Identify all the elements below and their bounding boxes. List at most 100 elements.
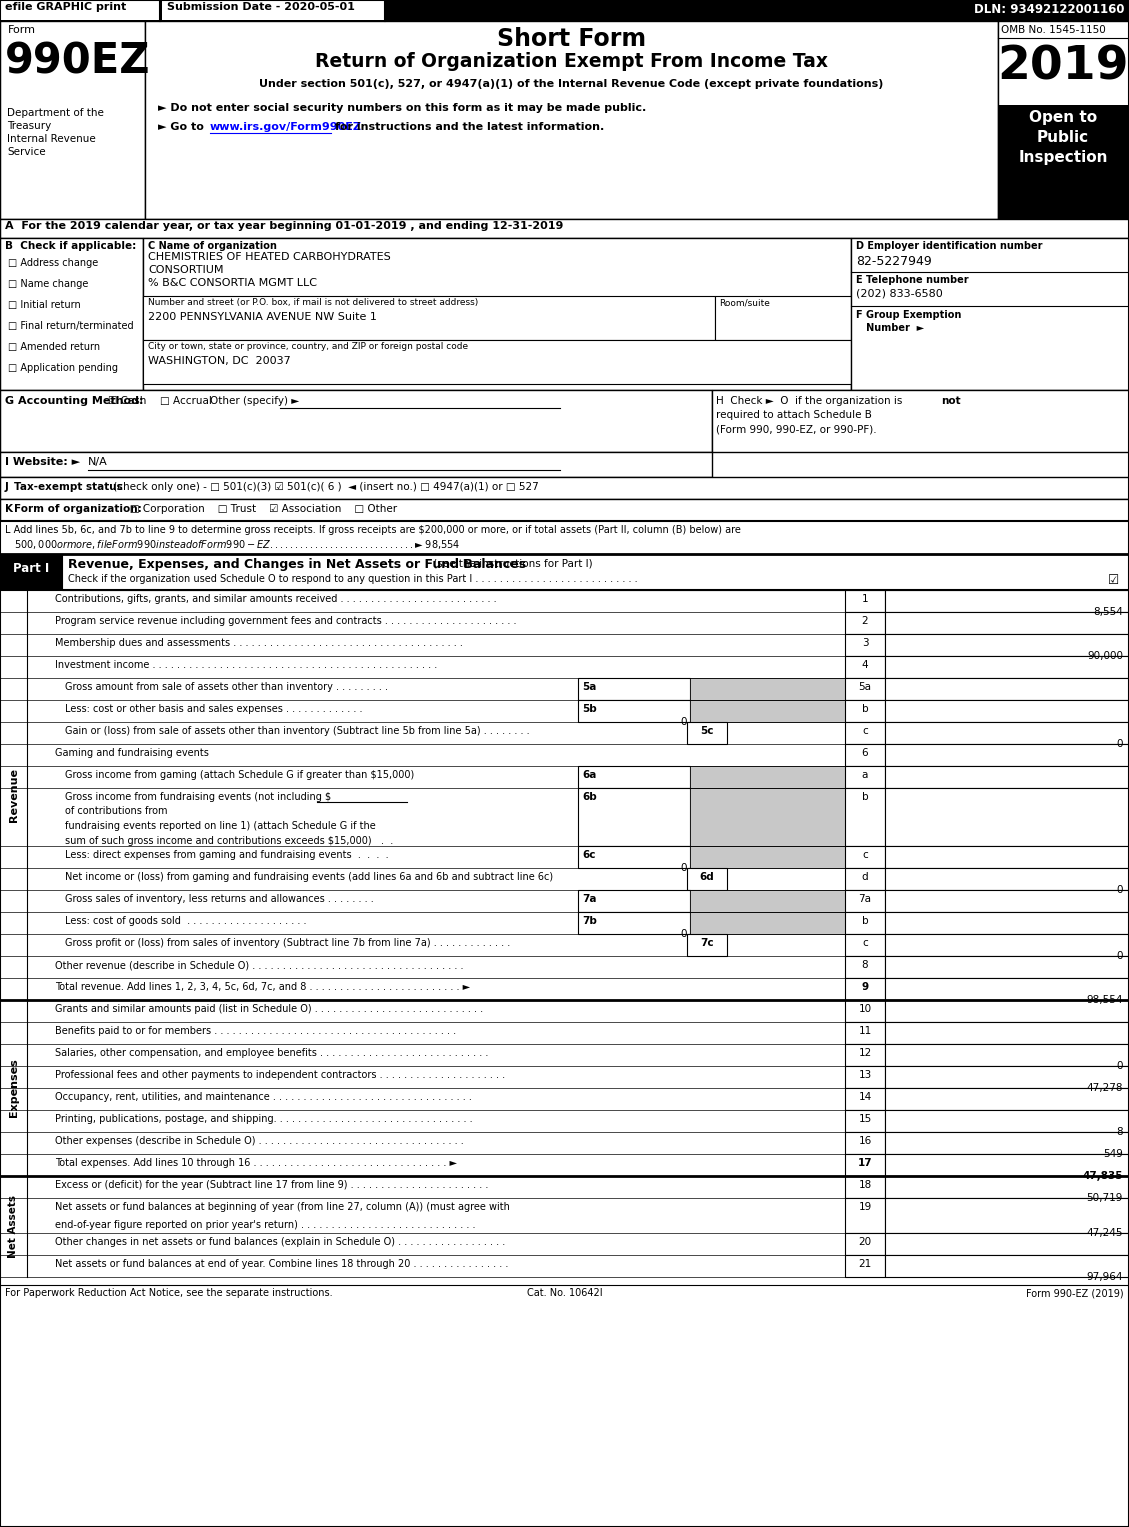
Bar xyxy=(844,699,885,722)
Text: 12: 12 xyxy=(858,1048,872,1058)
Bar xyxy=(885,589,1129,612)
Text: 15: 15 xyxy=(858,1115,872,1124)
Bar xyxy=(885,867,1129,890)
Text: 6: 6 xyxy=(861,748,868,757)
Bar xyxy=(715,296,851,341)
Bar xyxy=(578,678,690,699)
Text: Excess or (deficit) for the year (Subtract line 17 from line 9) . . . . . . . . : Excess or (deficit) for the year (Subtra… xyxy=(55,1180,489,1190)
Bar xyxy=(143,296,715,341)
Text: 7c: 7c xyxy=(700,938,714,948)
Text: 47,835: 47,835 xyxy=(1083,1171,1123,1180)
Text: Part I: Part I xyxy=(12,562,50,576)
Bar xyxy=(690,890,844,912)
Text: N/A: N/A xyxy=(88,457,107,467)
Bar xyxy=(0,476,1129,499)
Text: Treasury: Treasury xyxy=(7,121,51,131)
Text: 82-5227949: 82-5227949 xyxy=(856,255,931,269)
Text: C Name of organization: C Name of organization xyxy=(148,241,277,250)
Text: G Accounting Method:: G Accounting Method: xyxy=(5,395,143,406)
Bar xyxy=(712,389,1129,452)
Bar xyxy=(844,867,885,890)
Text: Department of the: Department of the xyxy=(7,108,104,118)
Text: 90,000: 90,000 xyxy=(1087,651,1123,661)
Text: c: c xyxy=(863,725,868,736)
Text: Public: Public xyxy=(1036,130,1089,145)
Bar xyxy=(0,218,1129,238)
Text: 6c: 6c xyxy=(583,851,595,860)
Bar xyxy=(885,1199,1129,1232)
Text: Net assets or fund balances at end of year. Combine lines 18 through 20 . . . . : Net assets or fund balances at end of ye… xyxy=(55,1258,508,1269)
Text: 17: 17 xyxy=(858,1157,873,1168)
Bar xyxy=(844,1089,885,1110)
Bar xyxy=(62,554,1129,589)
Bar xyxy=(844,1044,885,1066)
Text: 6d: 6d xyxy=(700,872,715,883)
Text: Less: cost or other basis and sales expenses . . . . . . . . . . . . .: Less: cost or other basis and sales expe… xyxy=(65,704,362,715)
Text: Submission Date - 2020-05-01: Submission Date - 2020-05-01 xyxy=(167,2,355,12)
Text: Total revenue. Add lines 1, 2, 3, 4, 5c, 6d, 7c, and 8 . . . . . . . . . . . . .: Total revenue. Add lines 1, 2, 3, 4, 5c,… xyxy=(55,982,470,993)
Bar xyxy=(885,1176,1129,1199)
Text: 2: 2 xyxy=(861,615,868,626)
Bar xyxy=(885,956,1129,977)
Bar xyxy=(844,1199,885,1232)
Text: 0: 0 xyxy=(681,718,688,727)
Bar xyxy=(885,1255,1129,1277)
Text: 97,964: 97,964 xyxy=(1086,1272,1123,1283)
Text: 5b: 5b xyxy=(583,704,597,715)
Bar xyxy=(578,912,690,935)
Text: J: J xyxy=(5,483,12,492)
Bar xyxy=(688,867,727,890)
Text: Expenses: Expenses xyxy=(9,1058,18,1118)
Bar xyxy=(690,678,844,699)
Bar xyxy=(844,1110,885,1132)
Text: Grants and similar amounts paid (list in Schedule O) . . . . . . . . . . . . . .: Grants and similar amounts paid (list in… xyxy=(55,1003,483,1014)
Bar xyxy=(844,912,885,935)
Bar xyxy=(885,1066,1129,1089)
Bar xyxy=(885,612,1129,634)
Text: Less: direct expenses from gaming and fundraising events  .  .  .  .: Less: direct expenses from gaming and fu… xyxy=(65,851,388,860)
Text: end-of-year figure reported on prior year's return) . . . . . . . . . . . . . . : end-of-year figure reported on prior yea… xyxy=(55,1220,475,1229)
Text: c: c xyxy=(863,938,868,948)
Text: Professional fees and other payments to independent contractors . . . . . . . . : Professional fees and other payments to … xyxy=(55,1070,505,1080)
Text: fundraising events reported on line 1) (attach Schedule G if the: fundraising events reported on line 1) (… xyxy=(65,822,376,831)
Text: 990EZ: 990EZ xyxy=(5,40,150,82)
Text: not: not xyxy=(940,395,961,406)
Text: For Paperwork Reduction Act Notice, see the separate instructions.: For Paperwork Reduction Act Notice, see … xyxy=(5,1287,333,1298)
Text: 5a: 5a xyxy=(858,683,872,692)
Bar xyxy=(844,589,885,612)
Bar xyxy=(885,1022,1129,1044)
Text: www.irs.gov/Form990EZ: www.irs.gov/Form990EZ xyxy=(210,122,362,131)
Bar xyxy=(998,21,1129,218)
Text: Investment income . . . . . . . . . . . . . . . . . . . . . . . . . . . . . . . : Investment income . . . . . . . . . . . … xyxy=(55,660,437,670)
Text: 11: 11 xyxy=(858,1026,872,1035)
Bar xyxy=(844,1255,885,1277)
Text: b: b xyxy=(861,793,868,802)
Text: 2200 PENNSYLVANIA AVENUE NW Suite 1: 2200 PENNSYLVANIA AVENUE NW Suite 1 xyxy=(148,312,377,322)
Bar xyxy=(578,846,690,867)
Text: b: b xyxy=(861,916,868,925)
Bar xyxy=(844,1154,885,1176)
Text: sum of such gross income and contributions exceeds $15,000)   .  .: sum of such gross income and contributio… xyxy=(65,835,393,846)
Text: □ Address change: □ Address change xyxy=(8,258,98,269)
Text: ► Do not enter social security numbers on this form as it may be made public.: ► Do not enter social security numbers o… xyxy=(158,102,646,113)
Text: Gross income from fundraising events (not including $: Gross income from fundraising events (no… xyxy=(65,793,331,802)
Text: a: a xyxy=(861,770,868,780)
Text: □ Final return/terminated: □ Final return/terminated xyxy=(8,321,133,331)
Text: Room/suite: Room/suite xyxy=(719,298,770,307)
Text: Gaming and fundraising events: Gaming and fundraising events xyxy=(55,748,209,757)
Text: Tax-exempt status: Tax-exempt status xyxy=(14,483,123,492)
Bar xyxy=(885,1044,1129,1066)
Bar xyxy=(885,977,1129,1000)
Text: 8: 8 xyxy=(1117,1127,1123,1138)
Text: Check if the organization used Schedule O to respond to any question in this Par: Check if the organization used Schedule … xyxy=(68,574,638,583)
Text: Gross sales of inventory, less returns and allowances . . . . . . . .: Gross sales of inventory, less returns a… xyxy=(65,893,374,904)
Text: 3: 3 xyxy=(861,638,868,647)
Text: F Group Exemption: F Group Exemption xyxy=(856,310,962,321)
Text: □ Name change: □ Name change xyxy=(8,279,88,289)
Text: 0: 0 xyxy=(1117,739,1123,750)
Text: 8: 8 xyxy=(861,960,868,970)
Bar xyxy=(885,699,1129,722)
Bar xyxy=(145,21,998,218)
Text: 8,554: 8,554 xyxy=(1093,608,1123,617)
Text: Form of organization:: Form of organization: xyxy=(14,504,142,515)
